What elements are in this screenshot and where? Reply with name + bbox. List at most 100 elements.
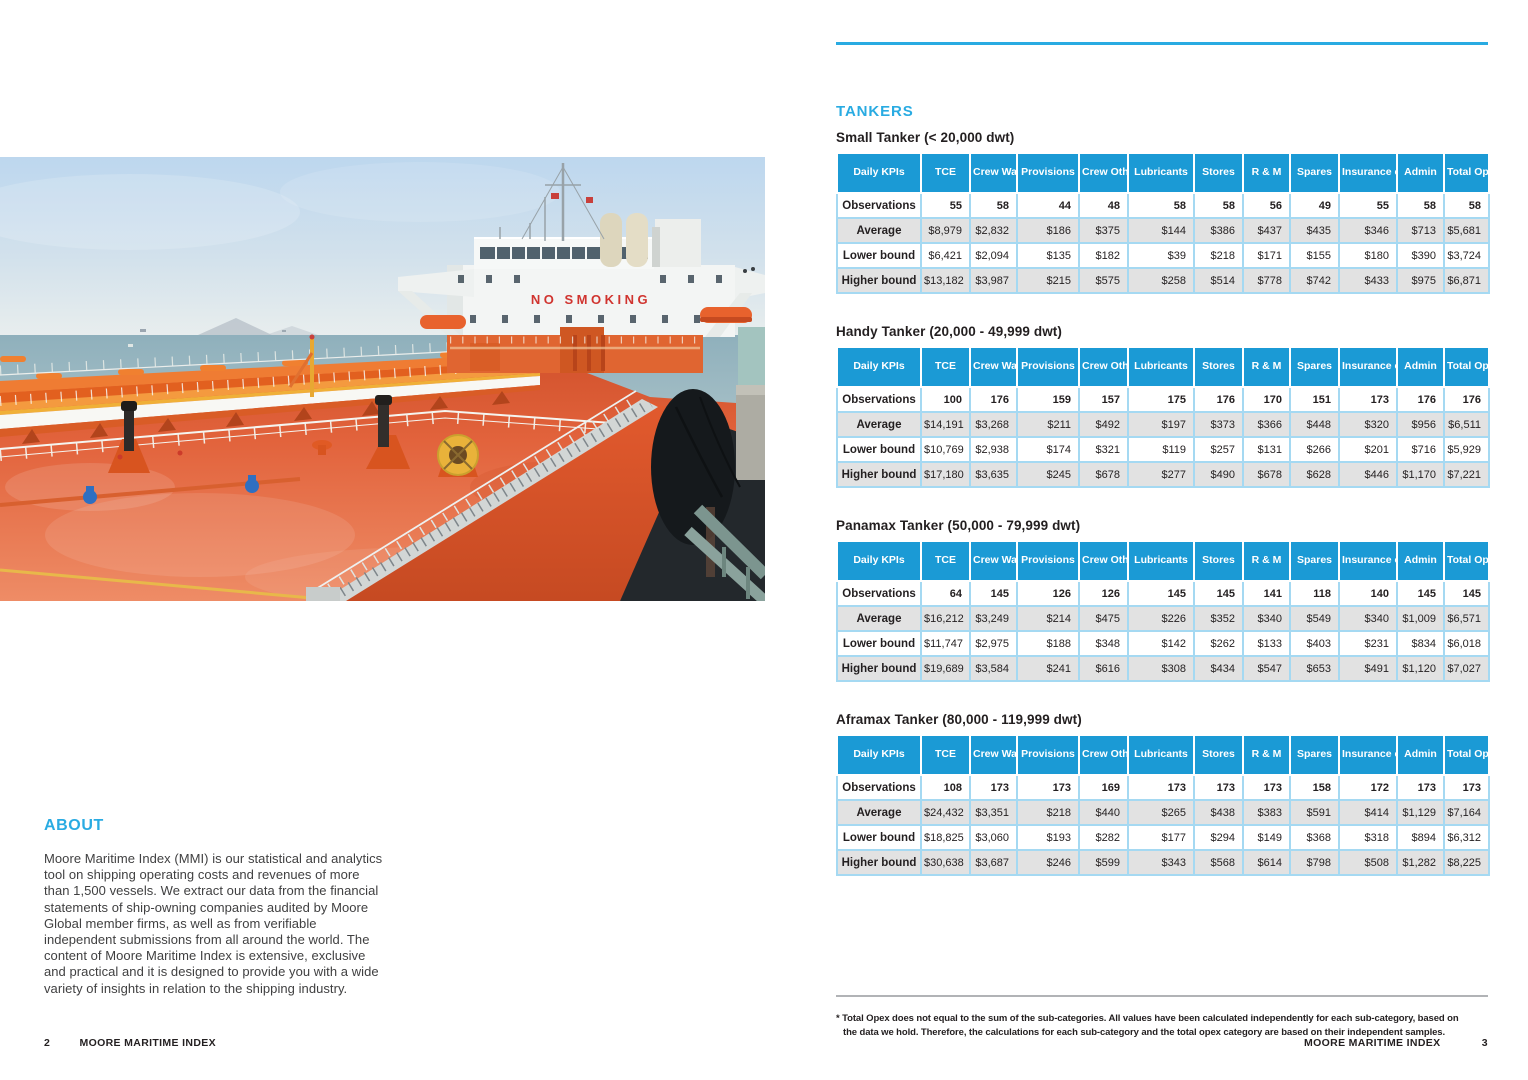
cell-value: $628 bbox=[1289, 461, 1340, 488]
cell-value: $6,018 bbox=[1443, 630, 1490, 657]
column-header: Crew Wages bbox=[969, 346, 1018, 388]
cell-value: $39 bbox=[1127, 242, 1195, 269]
cell-value: 48 bbox=[1078, 192, 1129, 219]
cell-value: 176 bbox=[1443, 386, 1490, 413]
row-label: Observations bbox=[836, 774, 922, 801]
no-smoking-sign: NO SMOKING bbox=[531, 292, 651, 307]
table-row: Observations 64 145 126 126 145 145 141 118 140 14… bbox=[836, 580, 1490, 607]
walkway bbox=[0, 376, 540, 429]
cell-value: 169 bbox=[1078, 774, 1129, 801]
cell-value: 173 bbox=[1242, 774, 1291, 801]
table-row: Higher bound $30,638 $3,687 $246 $599 $343 $56… bbox=[836, 849, 1490, 876]
cell-value: $13,182 bbox=[920, 267, 971, 294]
cell-value: $294 bbox=[1193, 824, 1244, 851]
cell-value: $1,282 bbox=[1396, 849, 1445, 876]
cell-value: $434 bbox=[1193, 655, 1244, 682]
cell-value: 58 bbox=[1193, 192, 1244, 219]
tanker-photo-illustration: NO SMOKING bbox=[0, 157, 765, 601]
cell-value: $5,929 bbox=[1443, 436, 1490, 463]
cell-value: 176 bbox=[1193, 386, 1244, 413]
table-row: Average $16,212 $3,249 $214 $475 $226 $352 $340… bbox=[836, 605, 1490, 632]
cell-value: $435 bbox=[1289, 217, 1340, 244]
table-title: Small Tanker (< 20,000 dwt) bbox=[836, 130, 1015, 145]
column-header: Admin bbox=[1396, 734, 1445, 776]
cell-value: $19,689 bbox=[920, 655, 971, 682]
column-header: R & M bbox=[1242, 540, 1291, 582]
cell-value: $218 bbox=[1016, 799, 1080, 826]
cell-value: $171 bbox=[1242, 242, 1291, 269]
cell-value: 151 bbox=[1289, 386, 1340, 413]
cell-value: $231 bbox=[1338, 630, 1398, 657]
row-label: Average bbox=[836, 605, 922, 632]
row-label: Lower bound bbox=[836, 824, 922, 851]
tanker-table-section: Panamax Tanker (50,000 - 79,999 dwt) Dail… bbox=[836, 518, 1490, 682]
cell-value: 58 bbox=[1396, 192, 1445, 219]
column-header: TCE bbox=[920, 346, 971, 388]
cell-value: $575 bbox=[1078, 267, 1129, 294]
page-number-left: 2 bbox=[44, 1037, 51, 1049]
cell-value: 141 bbox=[1242, 580, 1291, 607]
cell-value: $3,268 bbox=[969, 411, 1018, 438]
signal-flag bbox=[551, 193, 559, 199]
cell-value: $177 bbox=[1127, 824, 1195, 851]
cell-value: $834 bbox=[1396, 630, 1445, 657]
column-header: Provisions bbox=[1016, 152, 1080, 194]
row-label: Average bbox=[836, 217, 922, 244]
cell-value: $133 bbox=[1242, 630, 1291, 657]
jetty-pipes bbox=[684, 504, 765, 601]
hose-reel bbox=[437, 434, 479, 477]
cell-value: $119 bbox=[1127, 436, 1195, 463]
cell-value: $245 bbox=[1016, 461, 1080, 488]
table-row: Average $14,191 $3,268 $211 $492 $197 $373 $366… bbox=[836, 411, 1490, 438]
column-header: Spares bbox=[1289, 152, 1340, 194]
cell-value: $193 bbox=[1016, 824, 1080, 851]
footnote-rule bbox=[836, 995, 1488, 997]
cell-value: 118 bbox=[1289, 580, 1340, 607]
row-label: Higher bound bbox=[836, 267, 922, 294]
table-row: Observations 100 176 159 157 175 176 170 151 173 1… bbox=[836, 386, 1490, 413]
cell-value: $3,687 bbox=[969, 849, 1018, 876]
table-row: Higher bound $13,182 $3,987 $215 $575 $258 $51… bbox=[836, 267, 1490, 294]
cell-value: 145 bbox=[1396, 580, 1445, 607]
cell-value: $16,212 bbox=[920, 605, 971, 632]
column-header: Provisions bbox=[1016, 540, 1080, 582]
column-header: Stores bbox=[1193, 540, 1244, 582]
cell-value: $340 bbox=[1242, 605, 1291, 632]
page-number-right: 3 bbox=[1481, 1037, 1488, 1049]
row-label: Observations bbox=[836, 192, 922, 219]
cell-value: $257 bbox=[1193, 436, 1244, 463]
cell-value: 157 bbox=[1078, 386, 1129, 413]
column-header: Spares bbox=[1289, 540, 1340, 582]
cell-value: 44 bbox=[1016, 192, 1080, 219]
cell-value: $277 bbox=[1127, 461, 1195, 488]
cell-value: $262 bbox=[1193, 630, 1244, 657]
row-label: Observations bbox=[836, 386, 922, 413]
row-label: Lower bound bbox=[836, 242, 922, 269]
cell-value: $8,225 bbox=[1443, 849, 1490, 876]
cell-value: 49 bbox=[1289, 192, 1340, 219]
cell-value: 55 bbox=[1338, 192, 1398, 219]
column-header: Admin bbox=[1396, 540, 1445, 582]
cell-value: 55 bbox=[920, 192, 971, 219]
cell-value: $547 bbox=[1242, 655, 1291, 682]
cell-value: $437 bbox=[1242, 217, 1291, 244]
column-header: Crew Other bbox=[1078, 540, 1129, 582]
tanker-deck-photo: NO SMOKING bbox=[0, 157, 765, 601]
cell-value: $373 bbox=[1193, 411, 1244, 438]
cell-value: 145 bbox=[969, 580, 1018, 607]
cell-value: $30,638 bbox=[920, 849, 971, 876]
cell-value: $155 bbox=[1289, 242, 1340, 269]
column-header: Crew Wages bbox=[969, 734, 1018, 776]
left-page-footer: 2 MOORE MARITIME INDEX bbox=[44, 1037, 216, 1049]
column-header: Crew Other bbox=[1078, 152, 1129, 194]
tanker-table-section: Aframax Tanker (80,000 - 119,999 dwt) Dai… bbox=[836, 712, 1490, 876]
cell-value: 172 bbox=[1338, 774, 1398, 801]
cell-value: $1,129 bbox=[1396, 799, 1445, 826]
cell-value: 176 bbox=[969, 386, 1018, 413]
cell-value: $340 bbox=[1338, 605, 1398, 632]
cell-value: 173 bbox=[1396, 774, 1445, 801]
deck-railing bbox=[0, 409, 641, 461]
cell-value: $368 bbox=[1289, 824, 1340, 851]
cell-value: $215 bbox=[1016, 267, 1080, 294]
blue-valve bbox=[83, 475, 259, 504]
